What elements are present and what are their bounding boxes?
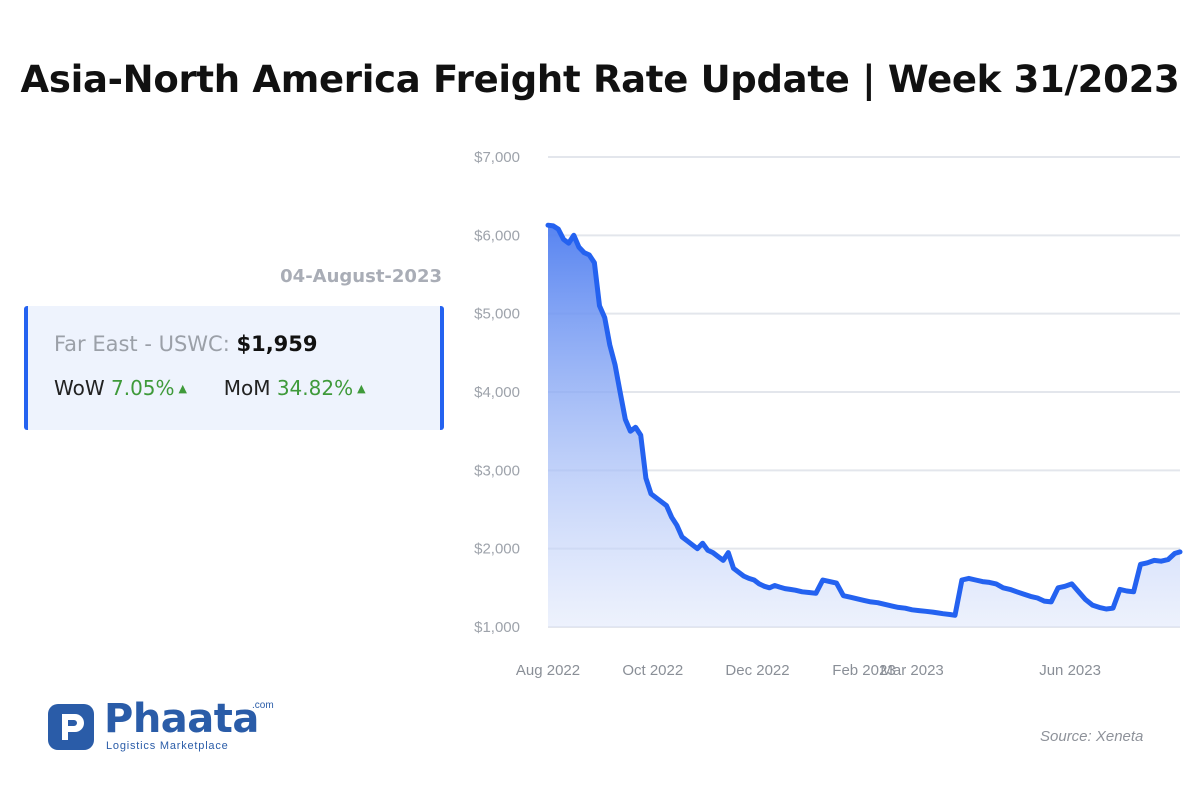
x-tick-label: Oct 2022 xyxy=(622,662,683,679)
up-triangle-icon: ▲ xyxy=(357,382,366,395)
change-metrics: WoW 7.05% ▲ MoM 34.82% ▲ xyxy=(54,376,366,400)
report-date: 04-August-2023 xyxy=(280,266,442,287)
logo-wordmark: Phaata xyxy=(104,696,259,742)
route-label: Far East - USWC: xyxy=(54,332,230,356)
rate-summary-card: Far East - USWC: $1,959 WoW 7.05% ▲ MoM 3… xyxy=(24,306,444,430)
up-triangle-icon: ▲ xyxy=(178,382,187,395)
y-tick-label: $7,000 xyxy=(474,149,520,166)
y-tick-label: $6,000 xyxy=(474,227,520,244)
logo-tagline: Logistics Marketplace xyxy=(106,740,229,752)
logo-domain: .com xyxy=(252,700,274,711)
x-tick-label: Feb 2023 xyxy=(832,662,895,679)
logo-mark-icon xyxy=(48,704,94,750)
x-tick-label: Aug 2022 xyxy=(516,662,580,679)
mom-label: MoM xyxy=(223,376,271,400)
x-tick-label: Mar 2023 xyxy=(880,662,943,679)
source-note: Source: Xeneta xyxy=(1040,728,1144,745)
y-tick-label: $3,000 xyxy=(474,462,520,479)
y-tick-label: $4,000 xyxy=(474,384,520,401)
mom-value: 34.82% xyxy=(276,376,354,400)
rate-line xyxy=(545,222,1183,618)
rate-area xyxy=(548,225,1180,627)
x-tick-label: Jun 2023 xyxy=(1039,662,1101,679)
rate-value: $1,959 xyxy=(236,332,318,356)
route-rate-line: Far East - USWC: $1,959 xyxy=(54,332,318,356)
page-title: Asia-North America Freight Rate Update |… xyxy=(20,58,1180,101)
wow-value: 7.05% xyxy=(110,376,175,400)
x-tick-label: Dec 2022 xyxy=(725,662,789,679)
freight-rate-chart: $1,000 $2,000 $3,000 $4,000 $5,000 $6,000 $7,0… xyxy=(474,149,1183,679)
y-tick-label: $5,000 xyxy=(474,306,520,323)
y-tick-label: $1,000 xyxy=(474,619,520,636)
wow-label: WoW xyxy=(54,376,105,400)
y-tick-label: $2,000 xyxy=(474,541,520,558)
